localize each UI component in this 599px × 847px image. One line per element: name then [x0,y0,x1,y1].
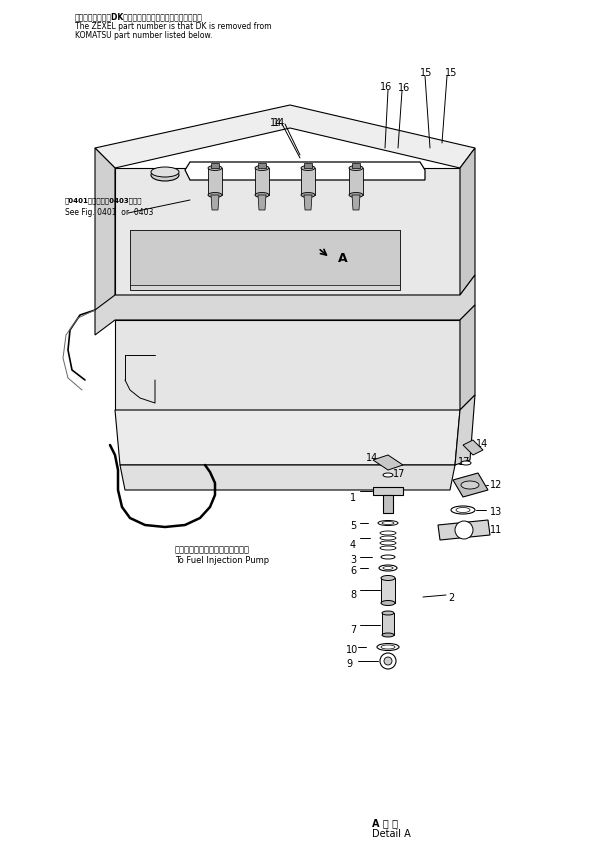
Polygon shape [208,168,222,195]
Ellipse shape [382,611,394,615]
Polygon shape [115,410,460,465]
Text: 5: 5 [350,521,356,531]
Polygon shape [373,455,403,470]
Polygon shape [383,495,393,513]
Polygon shape [130,230,400,290]
Circle shape [455,521,473,539]
Ellipse shape [381,555,395,559]
Polygon shape [258,195,266,210]
Ellipse shape [378,521,398,525]
Ellipse shape [377,644,399,650]
Polygon shape [460,305,475,410]
Polygon shape [463,440,483,455]
Text: 3: 3 [350,555,356,565]
Text: 14: 14 [270,118,282,128]
Polygon shape [211,163,219,168]
Text: 16: 16 [398,83,410,93]
Text: 13: 13 [490,507,502,517]
Ellipse shape [301,192,315,197]
Polygon shape [304,163,312,168]
Ellipse shape [255,165,269,170]
Text: 9: 9 [346,659,352,669]
Polygon shape [130,230,400,285]
Ellipse shape [379,565,397,571]
Ellipse shape [456,507,470,512]
Text: 1: 1 [350,493,356,503]
Text: 6: 6 [350,566,356,576]
Ellipse shape [151,167,179,177]
Polygon shape [304,195,312,210]
Text: 図0401図または図0403図参照: 図0401図または図0403図参照 [65,197,143,203]
Polygon shape [258,163,266,168]
Circle shape [380,653,396,669]
Polygon shape [438,520,490,540]
Text: 7: 7 [350,625,356,635]
Text: 12: 12 [490,480,503,490]
Polygon shape [185,162,425,180]
Polygon shape [455,395,475,465]
Ellipse shape [461,481,479,489]
Ellipse shape [381,601,395,606]
Polygon shape [352,163,360,168]
Text: 15: 15 [445,68,458,78]
Polygon shape [453,473,488,497]
Text: A: A [338,252,347,265]
Polygon shape [381,578,395,603]
Text: 17: 17 [458,457,470,467]
Text: KOMATSU part number listed below.: KOMATSU part number listed below. [75,31,213,40]
Text: 11: 11 [490,525,502,535]
Polygon shape [301,168,315,195]
Polygon shape [352,195,360,210]
Text: Detail A: Detail A [372,829,411,839]
Polygon shape [255,168,269,195]
Text: 8: 8 [350,590,356,600]
Ellipse shape [349,165,363,170]
Text: A 拡 大: A 拡 大 [372,818,398,828]
Text: To Fuel Injection Pump: To Fuel Injection Pump [175,556,269,565]
Text: 14: 14 [273,118,285,128]
Polygon shape [115,168,460,295]
Ellipse shape [382,633,394,637]
Polygon shape [460,148,475,295]
Ellipse shape [380,541,396,545]
Text: 品番のメーカ記号DKを除いたものがゼクセルの品番です。: 品番のメーカ記号DKを除いたものがゼクセルの品番です。 [75,12,203,21]
Polygon shape [382,613,394,635]
Ellipse shape [461,461,471,465]
Polygon shape [120,465,455,490]
Text: 2: 2 [448,593,454,603]
Ellipse shape [349,192,363,197]
Ellipse shape [380,546,396,550]
Ellipse shape [380,531,396,535]
Text: The ZEXEL part number is that DK is removed from: The ZEXEL part number is that DK is remo… [75,22,271,31]
Ellipse shape [381,575,395,580]
Polygon shape [211,195,219,210]
Ellipse shape [383,473,393,477]
Polygon shape [349,168,363,195]
Ellipse shape [208,165,222,170]
Text: 15: 15 [420,68,432,78]
Ellipse shape [301,165,315,170]
Polygon shape [373,487,403,495]
Text: 16: 16 [380,82,392,92]
Ellipse shape [451,506,475,514]
Text: 4: 4 [350,540,356,550]
Ellipse shape [255,192,269,197]
Text: See Fig. 0401  or  0403: See Fig. 0401 or 0403 [65,208,153,217]
Ellipse shape [382,522,394,524]
Ellipse shape [151,169,179,181]
Polygon shape [95,275,475,335]
Text: 14: 14 [366,453,378,463]
Polygon shape [95,105,475,168]
Text: 10: 10 [346,645,358,655]
Text: 14: 14 [476,439,488,449]
Polygon shape [115,320,460,410]
Ellipse shape [208,192,222,197]
Circle shape [384,657,392,665]
Ellipse shape [383,567,393,569]
Text: フェルインジェクションポンプへ: フェルインジェクションポンプへ [175,545,250,554]
Text: 17: 17 [393,469,406,479]
Ellipse shape [380,536,396,540]
Ellipse shape [381,645,395,649]
Polygon shape [95,148,115,310]
